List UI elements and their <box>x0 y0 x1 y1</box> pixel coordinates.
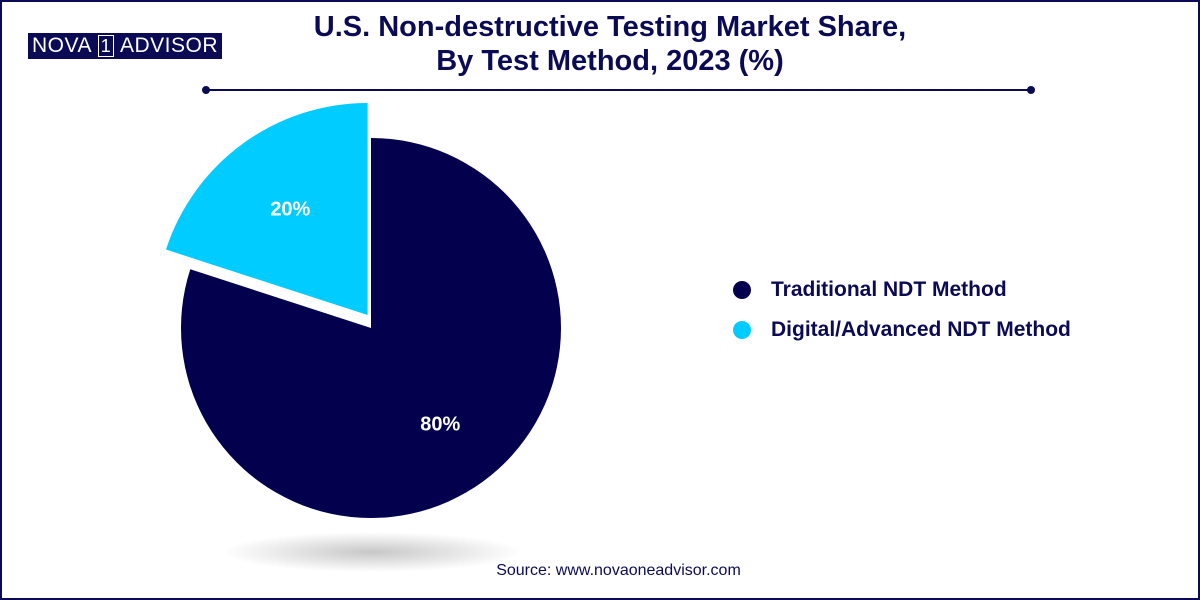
legend-item-traditional: Traditional NDT Method <box>733 276 1071 304</box>
pie-label-digital: 20% <box>270 199 310 221</box>
title-divider <box>202 86 1035 94</box>
logo-text-advisor: ADVISOR <box>115 33 222 59</box>
legend-label-digital: Digital/Advanced NDT Method <box>771 318 1071 341</box>
brand-logo: NOVA 1 ADVISOR <box>28 33 222 59</box>
chart-title: U.S. Non-destructive Testing Market Shar… <box>300 10 920 78</box>
logo-text-one: 1 <box>95 33 116 59</box>
legend-swatch-digital <box>733 321 751 339</box>
pie-labels: 80% 20% <box>270 199 460 436</box>
legend-swatch-traditional <box>733 281 751 299</box>
source-note: Source: www.novaoneadvisor.com <box>496 562 741 579</box>
chart-legend: Traditional NDT Method Digital/Advanced … <box>733 276 1071 356</box>
pie-slices <box>165 103 562 519</box>
pie-label-traditional: 80% <box>420 413 460 435</box>
pie-slice-traditional <box>180 138 562 519</box>
pie-shadow <box>222 532 522 572</box>
legend-item-digital: Digital/Advanced NDT Method <box>733 316 1071 344</box>
pie-slice-digital <box>165 103 368 316</box>
logo-text-nova: NOVA <box>28 33 96 59</box>
chart-title-line-2: By Test Method, 2023 (%) <box>436 45 784 77</box>
chart-title-line-1: U.S. Non-destructive Testing Market Shar… <box>313 11 907 43</box>
legend-label-traditional: Traditional NDT Method <box>771 278 1007 301</box>
